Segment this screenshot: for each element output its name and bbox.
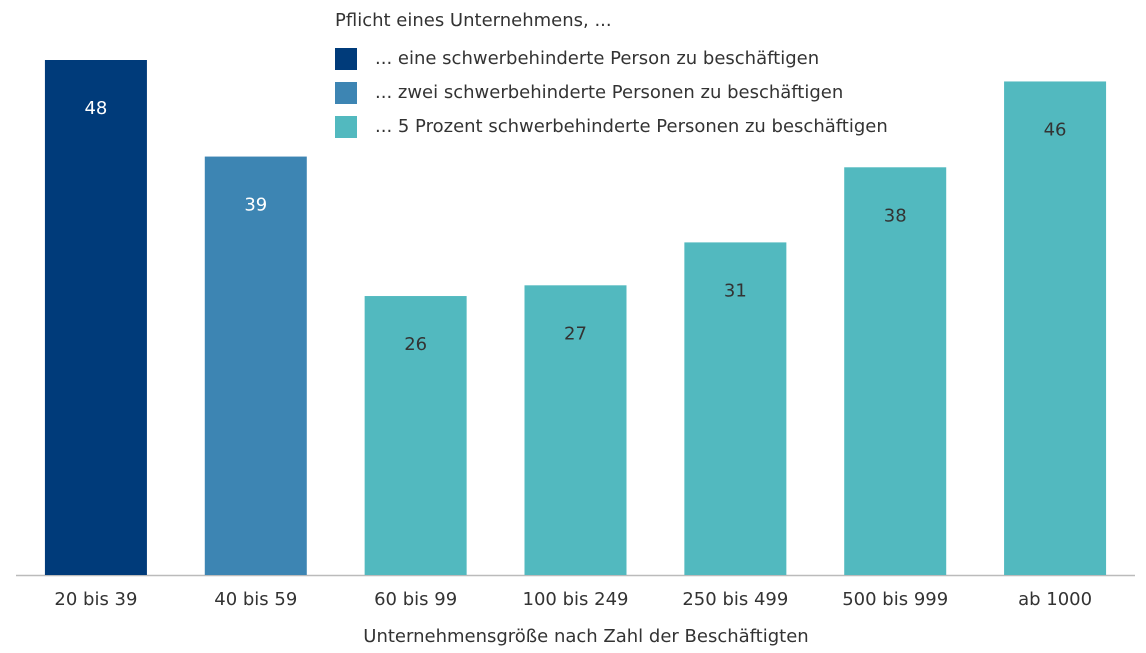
x-tick-label: 60 bis 99 bbox=[374, 589, 457, 610]
legend-swatch bbox=[335, 48, 357, 70]
bar bbox=[844, 167, 947, 575]
bar bbox=[44, 60, 147, 575]
bar bbox=[364, 296, 467, 575]
legend-label: ... eine schwerbehinderte Person zu besc… bbox=[375, 48, 819, 69]
x-tick-label: 40 bis 59 bbox=[214, 589, 297, 610]
bar bbox=[1004, 81, 1107, 575]
value-label: 26 bbox=[404, 334, 427, 355]
value-label: 39 bbox=[244, 195, 267, 216]
legend-label: ... 5 Prozent schwerbehinderte Personen … bbox=[375, 116, 888, 137]
legend-title: Pflicht eines Unternehmens, ... bbox=[335, 10, 612, 31]
x-tick-label: 500 bis 999 bbox=[842, 589, 948, 610]
value-label: 48 bbox=[84, 98, 107, 119]
legend-swatch bbox=[335, 116, 357, 138]
value-label: 38 bbox=[884, 205, 907, 226]
x-axis-title: Unternehmensgröße nach Zahl der Beschäft… bbox=[363, 626, 808, 647]
x-tick-label: 20 bis 39 bbox=[54, 589, 137, 610]
bar bbox=[524, 285, 627, 575]
value-label: 27 bbox=[564, 323, 587, 344]
x-tick-label: ab 1000 bbox=[1018, 589, 1092, 610]
bar bbox=[204, 156, 307, 575]
value-label: 46 bbox=[1044, 119, 1067, 140]
bar bbox=[684, 242, 787, 576]
x-tick-label: 250 bis 499 bbox=[682, 589, 788, 610]
x-tick-label: 100 bis 249 bbox=[523, 589, 629, 610]
value-label: 31 bbox=[724, 280, 747, 301]
legend-swatch bbox=[335, 82, 357, 104]
legend-label: ... zwei schwerbehinderte Personen zu be… bbox=[375, 82, 843, 103]
